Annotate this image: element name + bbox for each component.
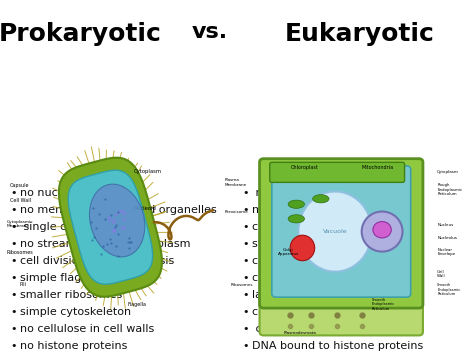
Text: Nucleus: Nucleus xyxy=(437,223,454,227)
Text: larger ribosomes: larger ribosomes xyxy=(252,290,346,300)
Text: •: • xyxy=(242,222,248,232)
Text: Plasma
Membrane: Plasma Membrane xyxy=(225,179,247,187)
Text: no membrane  enclosed organelles: no membrane enclosed organelles xyxy=(20,205,217,215)
Polygon shape xyxy=(90,184,145,257)
Text: •: • xyxy=(10,341,17,351)
FancyBboxPatch shape xyxy=(260,159,423,308)
Text: Cytoplasmic
Membrane: Cytoplasmic Membrane xyxy=(7,220,33,228)
Ellipse shape xyxy=(290,235,315,261)
Ellipse shape xyxy=(313,195,329,203)
Text: Vacuole: Vacuole xyxy=(323,229,347,234)
Text: cell division without mitosis: cell division without mitosis xyxy=(20,256,174,266)
Text: Cell
Wall: Cell Wall xyxy=(437,269,446,278)
Text: no cellulose in cell walls: no cellulose in cell walls xyxy=(20,324,154,334)
Text: •: • xyxy=(242,239,248,249)
Text: Pili: Pili xyxy=(20,282,27,287)
Ellipse shape xyxy=(362,212,402,252)
Text: Nucleoid: Nucleoid xyxy=(134,206,157,212)
Text: •: • xyxy=(10,239,17,249)
Text: nucleus: nucleus xyxy=(252,188,299,198)
Text: Cell Wall: Cell Wall xyxy=(10,198,31,203)
FancyBboxPatch shape xyxy=(270,162,404,182)
Text: Capsule: Capsule xyxy=(10,183,29,188)
Text: Smooth
Endoplasmic
Reticulum: Smooth Endoplasmic Reticulum xyxy=(372,298,395,311)
Text: simple flagella: simple flagella xyxy=(20,273,101,283)
Text: Flagella: Flagella xyxy=(127,302,146,307)
Text: Nucleolus: Nucleolus xyxy=(437,236,457,240)
FancyBboxPatch shape xyxy=(272,166,410,297)
Text: no nucleus: no nucleus xyxy=(20,188,81,198)
Text: Plasmodesmata: Plasmodesmata xyxy=(284,331,317,335)
Ellipse shape xyxy=(288,200,304,208)
Text: vs.: vs. xyxy=(192,22,228,42)
Text: •: • xyxy=(242,273,248,283)
Text: •: • xyxy=(10,307,17,317)
Text: •: • xyxy=(242,341,248,351)
Text: complex flagella: complex flagella xyxy=(252,273,344,283)
Text: Ribosomes: Ribosomes xyxy=(231,283,254,287)
Text: Nuclear
Envelope: Nuclear Envelope xyxy=(437,248,456,256)
Text: •: • xyxy=(242,188,248,198)
Ellipse shape xyxy=(288,215,304,223)
Text: single chromosome: single chromosome xyxy=(20,222,132,232)
Text: Peroxisome: Peroxisome xyxy=(225,211,248,214)
Text: streaming in the cytoplasm: streaming in the cytoplasm xyxy=(252,239,405,249)
Text: •: • xyxy=(242,290,248,300)
Text: •: • xyxy=(242,205,248,215)
Text: Mitochondria: Mitochondria xyxy=(362,165,394,170)
Text: •: • xyxy=(10,324,17,334)
Text: Ribosomes: Ribosomes xyxy=(7,250,33,255)
Text: DNA bound to histone proteins: DNA bound to histone proteins xyxy=(252,341,423,351)
Text: no histone proteins: no histone proteins xyxy=(20,341,128,351)
Text: •: • xyxy=(242,324,248,334)
Text: •: • xyxy=(10,222,17,232)
Text: •: • xyxy=(10,188,17,198)
Text: smaller ribosomes: smaller ribosomes xyxy=(20,290,122,300)
Text: Eukaryotic: Eukaryotic xyxy=(285,22,435,46)
Polygon shape xyxy=(59,158,162,297)
Text: Cytoplasm: Cytoplasm xyxy=(134,169,162,175)
Text: •: • xyxy=(10,290,17,300)
Text: •: • xyxy=(242,307,248,317)
Text: chromosomes in pairs: chromosomes in pairs xyxy=(252,222,374,232)
Text: Prokaryotic: Prokaryotic xyxy=(0,22,162,46)
Text: no streaming in the cytoplasm: no streaming in the cytoplasm xyxy=(20,239,191,249)
Ellipse shape xyxy=(373,222,391,238)
Text: membrane enclosed organelle: membrane enclosed organelle xyxy=(252,205,422,215)
Text: simple cytoskeleton: simple cytoskeleton xyxy=(20,307,131,317)
Text: cellulose in cell walls: cellulose in cell walls xyxy=(252,324,373,334)
Text: Rough
Endoplasmic
Reticulum: Rough Endoplasmic Reticulum xyxy=(437,183,462,196)
Text: Golgi
Apparatus: Golgi Apparatus xyxy=(277,248,299,256)
FancyBboxPatch shape xyxy=(260,295,423,335)
Ellipse shape xyxy=(298,191,372,272)
Text: Smooth
Endoplasmic
Reticulum: Smooth Endoplasmic Reticulum xyxy=(437,283,460,296)
Text: complex cytoskeleton: complex cytoskeleton xyxy=(252,307,374,317)
Polygon shape xyxy=(68,170,153,284)
Text: •: • xyxy=(10,205,17,215)
Text: cell division by mitosis: cell division by mitosis xyxy=(252,256,378,266)
Text: •: • xyxy=(10,256,17,266)
Text: •: • xyxy=(242,256,248,266)
Text: Cytoplasm: Cytoplasm xyxy=(437,170,459,174)
Text: •: • xyxy=(10,273,17,283)
Text: Chloroplast: Chloroplast xyxy=(291,165,319,170)
